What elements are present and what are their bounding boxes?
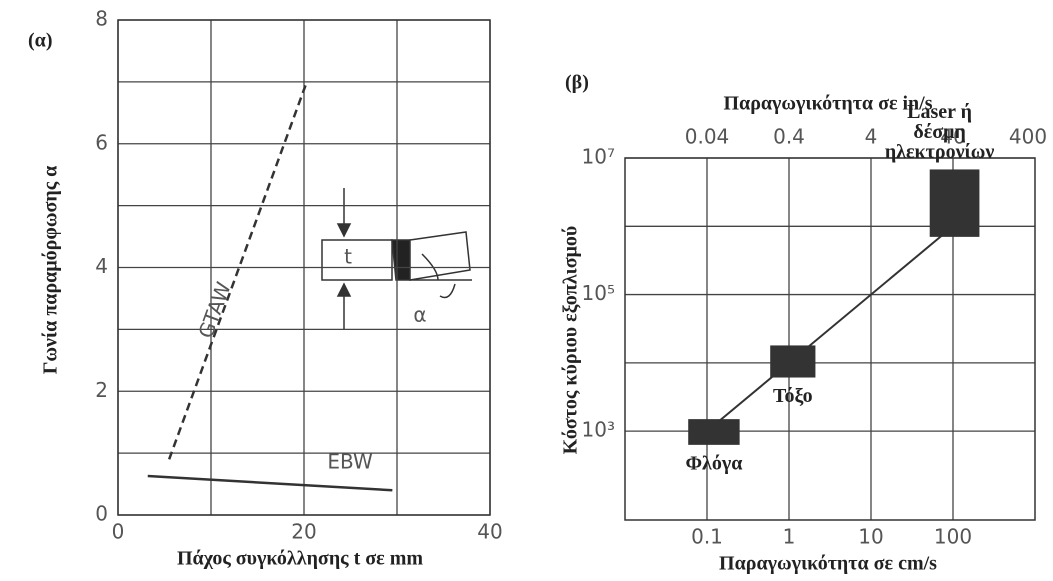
x-tick-label: 10 xyxy=(858,525,883,549)
panel-label: (β) xyxy=(565,72,589,94)
plot-frame xyxy=(117,19,491,516)
range-box xyxy=(688,419,740,445)
x2-tick-label: 4 xyxy=(865,125,878,149)
y-axis-title: Κόστος κύριου εξοπλισμού xyxy=(560,226,582,455)
x-tick-label: 100 xyxy=(934,525,972,549)
y-tick-label: 10³ xyxy=(582,418,615,442)
x-axis-title: Παραγωγικότητα σε cm/s xyxy=(719,553,937,575)
box-label: Τόξο xyxy=(773,385,813,407)
panel-label: (α) xyxy=(28,30,52,52)
box-label: Φλόγα xyxy=(685,452,742,474)
box-label: Laser ή xyxy=(907,101,972,123)
x2-axis-title: Παραγωγικότητα σε in/s xyxy=(723,93,932,115)
y-tick-label: 10⁵ xyxy=(582,281,615,305)
x-tick-label: 0.1 xyxy=(691,525,723,549)
x2-tick-label: 400 xyxy=(1009,125,1047,149)
y-tick-label: 2 xyxy=(95,378,108,402)
x-tick-label: 1 xyxy=(783,525,796,549)
x-tick-label: 20 xyxy=(291,520,316,544)
y-axis-title: Γωνία παραμόρφωσης α xyxy=(40,166,62,375)
plot-frame xyxy=(624,157,1036,521)
range-box xyxy=(770,345,816,378)
y-tick-label: 6 xyxy=(95,130,108,154)
x-tick-label: 40 xyxy=(477,520,502,544)
series-label: EBW xyxy=(327,450,373,474)
inset-label: α xyxy=(413,303,426,327)
x-tick-label: 0 xyxy=(112,520,125,544)
y-tick-label: 0 xyxy=(95,502,108,526)
box-label: ηλεκτρονίων xyxy=(885,141,995,163)
series-line xyxy=(147,474,393,492)
x2-tick-label: 0.4 xyxy=(773,125,805,149)
series-label: GTAW xyxy=(193,279,235,342)
connector-line xyxy=(706,225,954,432)
box-label: δέσμη xyxy=(913,121,966,143)
y-tick-label: 4 xyxy=(95,254,108,278)
x-axis-title: Πάχος συγκόλλησης t σε mm xyxy=(177,548,423,570)
y-tick-label: 10⁷ xyxy=(582,145,615,169)
series-line xyxy=(167,81,308,460)
y-tick-label: 8 xyxy=(95,7,108,31)
x2-tick-label: 40 xyxy=(940,125,965,149)
range-box xyxy=(929,169,980,237)
x2-tick-label: 0.04 xyxy=(685,125,730,149)
inset-label: t xyxy=(344,245,352,269)
